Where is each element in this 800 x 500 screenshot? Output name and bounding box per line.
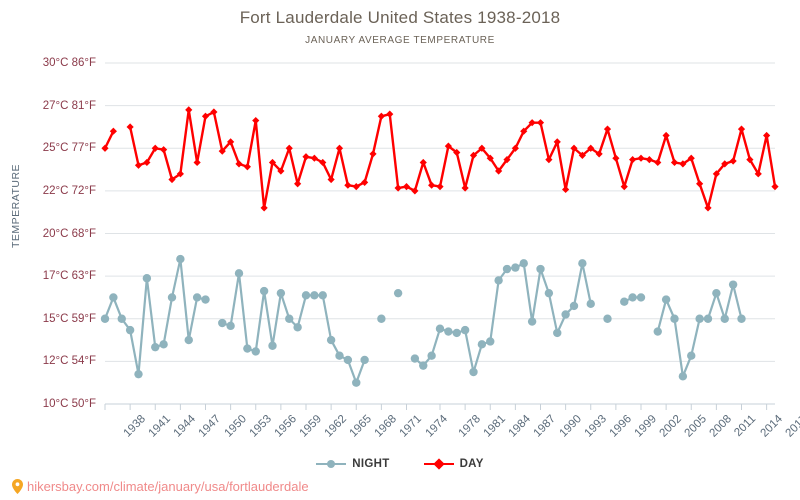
y-axis-tick-label: 27°C 81°F [42,99,96,112]
x-axis-tick-label: 1938 [121,413,149,440]
chart-subtitle: JANUARY AVERAGE TEMPERATURE [305,35,495,46]
legend-item-night[interactable]: NIGHT [316,458,389,470]
x-axis-tick-label: 1996 [607,413,634,440]
legend-item-day[interactable]: DAY [423,458,484,470]
x-axis-tick-label: 1941 [146,413,174,440]
legend-label-day: DAY [459,458,484,470]
y-axis-tick-label: 25°C 77°F [42,142,96,155]
x-axis-tick-label: 1953 [247,413,274,440]
source-link[interactable]: hikersbay.com/climate/january/usa/fortla… [12,479,309,494]
y-axis-tick-label: 10°C 50°F [42,398,96,410]
location-pin-icon [12,479,23,494]
legend-swatch-night [316,458,347,470]
x-axis-tick-label: 1968 [372,413,400,440]
x-axis-tick-label: 1984 [506,413,534,440]
y-axis-tick-label: 22°C 72°F [42,184,96,197]
x-axis-tick-label: 1965 [347,413,375,440]
x-axis-tick-label: 1971 [397,413,425,440]
page-title: Fort Lauderdale United States 1938-2018 [239,8,561,27]
legend-label-night: NIGHT [352,458,390,470]
y-axis-tick-label: 30°C 86°F [42,57,96,69]
chart-legend: NIGHT DAY [0,458,800,470]
y-axis-tick-labels: 10°C 50°F 12°C 54°F 15°C 59°F 17°C 63°F 20°C… [22,0,96,500]
x-axis-tick-label: 1947 [196,413,224,440]
x-axis-tick-label: 1978 [456,413,484,440]
x-axis-tick-label: 2017 [783,413,800,440]
x-axis-tick-label: 1959 [297,413,324,440]
x-axis-tick-label: 1999 [632,413,659,440]
x-axis-tick-label: 1987 [531,413,559,440]
legend-swatch-day [423,458,454,470]
x-axis-tick-label: 1981 [481,413,509,440]
y-axis-tick-label: 15°C 59°F [42,312,96,325]
x-axis-tick-label: 1974 [422,413,450,440]
x-axis-tick-label: 1962 [322,413,350,440]
x-axis-tick-label: 1950 [221,413,249,440]
x-axis-tick-label: 2011 [732,413,759,439]
x-axis-tick-label: 1944 [171,413,199,440]
x-axis-tick-label: 1993 [582,413,609,440]
y-axis-tick-label: 17°C 63°F [42,270,96,283]
x-axis-tick-label: 2014 [757,413,785,440]
x-axis-tick-label: 1956 [272,413,299,440]
x-axis-tick-label: 2002 [657,413,685,440]
y-axis-tick-label: 20°C 68°F [42,227,96,240]
source-link-text: hikersbay.com/climate/january/usa/fortla… [27,479,309,494]
x-axis-tick-label: 2005 [682,413,710,440]
y-axis-tick-label: 12°C 54°F [42,355,96,368]
x-axis-tick-label: 1990 [556,413,584,440]
x-axis-tick-label: 2008 [707,413,735,440]
